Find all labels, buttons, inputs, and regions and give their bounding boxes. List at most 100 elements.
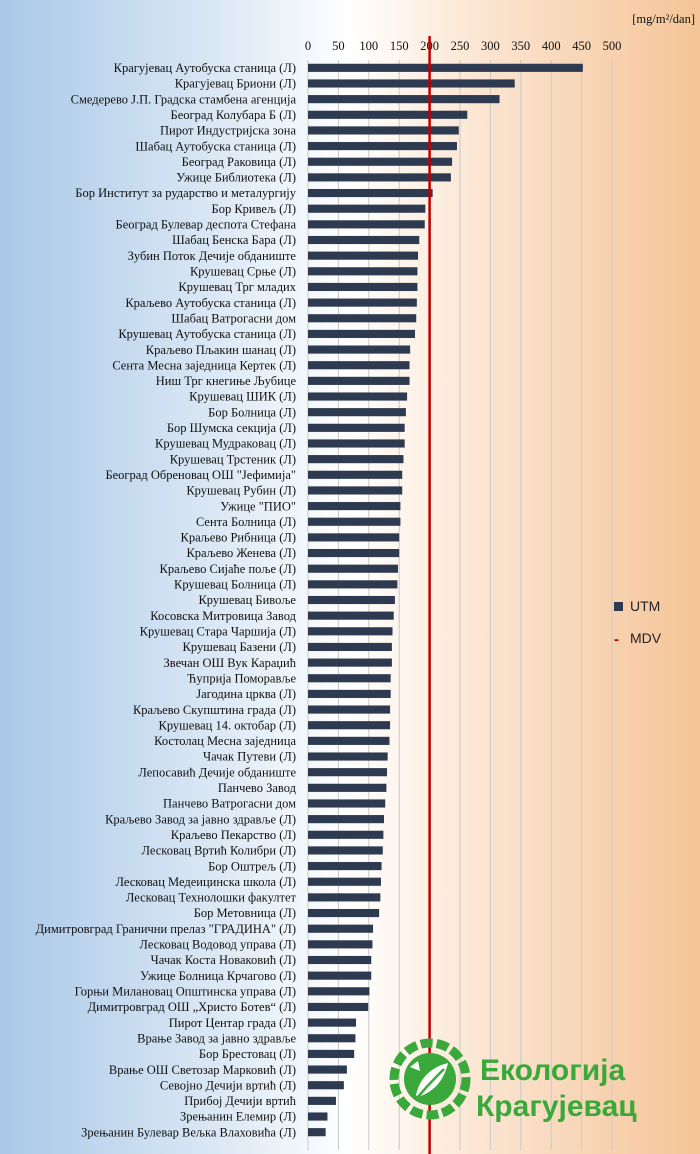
bar	[308, 408, 406, 417]
bar	[308, 63, 583, 72]
bar	[308, 502, 401, 511]
category-label: Лепосавић Дечије обданиште	[138, 765, 296, 779]
bar	[308, 173, 451, 182]
bar	[308, 1096, 336, 1105]
x-tick-label: 0	[305, 39, 311, 53]
category-label: Пирот Индустријска зона	[160, 124, 296, 138]
bar	[308, 627, 393, 636]
bar	[308, 392, 408, 401]
category-label: Београд Обреновац ОШ "Јефимија"	[105, 468, 296, 482]
category-label: Ћуприја Поморавље	[187, 671, 296, 685]
category-label: Крушевац ШИК (Л)	[189, 390, 296, 404]
bar	[308, 721, 391, 730]
category-label: Крушевац Базени (Л)	[183, 640, 296, 654]
category-label: Ужице Болница Крчагово (Л)	[140, 969, 296, 983]
category-label: Краљево Завод за јавно здравље (Л)	[105, 812, 296, 826]
category-label: Лесковац Вртић Колибри (Л)	[142, 844, 297, 858]
bar	[308, 580, 398, 589]
bar	[308, 1112, 328, 1121]
bar	[308, 1049, 355, 1058]
bar	[308, 470, 403, 479]
category-label: Врање ОШ Светозар Марковић (Л)	[109, 1063, 296, 1077]
category-label: Бор Метовница (Л)	[194, 906, 296, 920]
category-label: Краљево Пекарство (Л)	[171, 828, 296, 842]
bar	[308, 439, 405, 448]
category-label: Косовска Митровица Завод	[150, 609, 296, 623]
category-label: Сента Болница (Л)	[196, 515, 296, 529]
bar	[308, 455, 404, 464]
bar	[308, 862, 382, 871]
category-label: Севојно Дечији вртић (Л)	[160, 1078, 296, 1092]
bar	[308, 971, 372, 980]
category-label: Ужице "ПИО"	[220, 499, 296, 513]
bar	[308, 611, 394, 620]
bar	[308, 642, 392, 652]
category-label: Крушевац Аутобуска станица (Л)	[118, 327, 296, 341]
category-label: Београд Булевар деспота Стефана	[116, 218, 297, 232]
bar	[308, 815, 384, 824]
bar	[308, 345, 411, 354]
bar	[308, 361, 410, 370]
bar	[308, 1002, 369, 1012]
category-label: Бор Институт за рударство и металургију	[75, 186, 296, 200]
category-label: Звечан ОШ Вук Караџић	[163, 656, 296, 670]
category-label: Јагодина црква (Л)	[196, 687, 296, 701]
bar	[308, 783, 387, 792]
bar	[308, 940, 373, 949]
legend-label-utm: UTM	[630, 598, 660, 614]
category-label: Крушевац Трстеник (Л)	[170, 452, 296, 466]
category-label: Краљево Сијаће поље (Л)	[160, 562, 296, 576]
bar	[308, 1018, 357, 1027]
category-label: Лесковац Технолошки факултет	[126, 891, 297, 905]
bar	[308, 282, 418, 292]
x-tick-label: 250	[451, 39, 470, 53]
bar	[308, 79, 515, 88]
bar	[308, 314, 417, 323]
unit-label: [mg/m²/dan]	[632, 12, 695, 26]
bar	[308, 877, 381, 886]
category-label: Крушевац Мудраковац (Л)	[155, 437, 296, 451]
category-label: Краљево Аутобуска станица (Л)	[125, 296, 296, 310]
bar	[308, 893, 381, 902]
x-tick-label: 350	[511, 39, 530, 53]
bar	[308, 1081, 344, 1090]
category-label: Краљево Пљакин шанац (Л)	[146, 343, 296, 357]
bar	[308, 548, 400, 558]
category-label: Краљево Скупштина града (Л)	[133, 703, 296, 717]
category-label: Лесковац Медеицинска школа (Л)	[115, 875, 296, 889]
category-label: Прибој Дечији вртић	[184, 1094, 296, 1108]
category-label: Краљево Женева (Л)	[186, 546, 296, 560]
bar	[308, 705, 391, 714]
category-label: Бор Болница (Л)	[208, 405, 296, 419]
category-label: Београд Колубара Б (Л)	[171, 108, 296, 122]
bar	[308, 251, 419, 260]
legend-swatch-mdv: -	[614, 631, 619, 648]
bar	[308, 329, 416, 338]
bar	[308, 95, 500, 104]
bar	[308, 752, 388, 761]
x-tick-label: 100	[359, 39, 378, 53]
category-label: Ниш Трг кнегиње Љубице	[156, 374, 297, 388]
category-label: Крушевац 14. октобар (Л)	[159, 718, 297, 732]
bar	[308, 658, 392, 667]
category-label: Бор Кривељ (Л)	[212, 202, 296, 216]
category-label: Крушевац Рубин (Л)	[186, 484, 296, 498]
legend-swatch-utm	[614, 602, 623, 611]
bar	[308, 908, 380, 918]
category-label: Крагујевац Бриони (Л)	[175, 77, 296, 91]
x-tick-label: 400	[542, 39, 561, 53]
bar	[308, 830, 384, 839]
category-labels: Крагујевац Аутобуска станица (Л) Крагујев…	[36, 61, 297, 1139]
category-label: Бор Брестовац (Л)	[199, 1047, 296, 1061]
bar	[308, 517, 401, 526]
bar	[308, 533, 400, 542]
bar	[308, 1034, 356, 1043]
bar	[308, 298, 417, 307]
leaf-icon	[389, 1038, 471, 1120]
category-label: Димитровград ОШ „Христо Ботев“ (Л)	[88, 1000, 296, 1014]
bar	[308, 142, 457, 151]
legend-label-mdv: MDV	[630, 630, 662, 646]
bar	[308, 564, 398, 573]
